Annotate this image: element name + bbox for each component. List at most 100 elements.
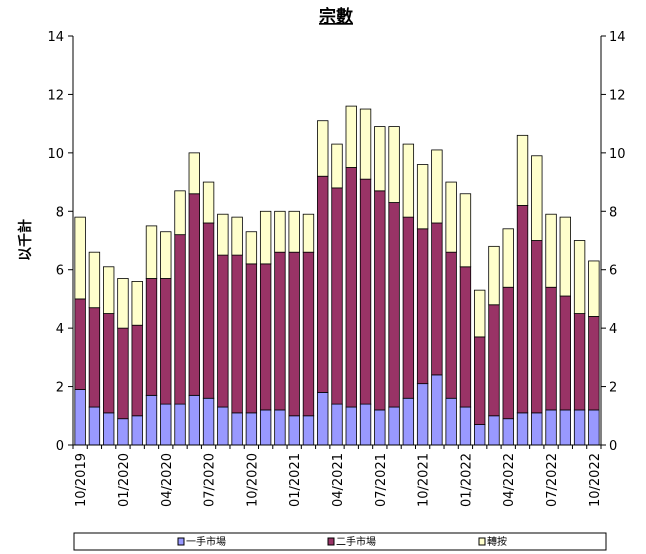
bar-2-12-2019 xyxy=(103,313,115,414)
bar-2-09-2022 xyxy=(573,313,586,411)
legend: 一手市場 二手市場 轉按 xyxy=(73,532,607,551)
bar-3-03-2020 xyxy=(145,225,158,279)
bar-3-11-2021 xyxy=(431,149,443,224)
bar-3-03-2022 xyxy=(488,245,500,306)
bar-2-10-2021 xyxy=(416,228,429,385)
bar-1-03-2020 xyxy=(145,394,158,446)
bar-1-04-2022 xyxy=(502,418,514,446)
bar-1-10-2021 xyxy=(416,383,429,446)
x-tick-label: 04/2020 xyxy=(160,453,175,507)
bar-3-06-2022 xyxy=(531,155,543,241)
bar-2-01-2020 xyxy=(117,327,129,420)
y2-tick-label: 12 xyxy=(609,88,626,103)
bar-1-11-2020 xyxy=(259,409,272,446)
bar-1-07-2021 xyxy=(374,409,386,446)
bar-2-03-2022 xyxy=(488,304,500,417)
y-tick-label: 8 xyxy=(56,205,64,220)
bar-3-04-2021 xyxy=(331,143,343,189)
bar-3-09-2022 xyxy=(573,240,586,314)
y2-tick-label: 8 xyxy=(609,205,617,220)
bar-2-08-2022 xyxy=(559,295,571,411)
x-tick-label: 04/2021 xyxy=(331,453,346,507)
bar-3-05-2022 xyxy=(516,134,529,206)
legend-swatch-2 xyxy=(327,537,335,546)
bar-2-01-2021 xyxy=(288,251,300,417)
bar-1-04-2020 xyxy=(160,403,172,446)
bar-3-11-2020 xyxy=(259,210,272,265)
bar-2-08-2021 xyxy=(388,202,400,408)
legend-label-3: 轉按 xyxy=(487,535,507,548)
bar-1-02-2020 xyxy=(131,415,143,446)
bar-3-10-2022 xyxy=(588,260,600,317)
bar-2-10-2019 xyxy=(74,298,86,390)
bar-3-04-2022 xyxy=(502,228,514,288)
y-tick-label: 12 xyxy=(47,88,64,103)
bar-1-05-2021 xyxy=(345,406,357,446)
y2-tick-label: 2 xyxy=(609,381,617,396)
bar-1-05-2022 xyxy=(516,412,529,446)
bar-1-01-2020 xyxy=(117,418,129,446)
bar-2-03-2021 xyxy=(317,175,329,393)
bar-1-08-2021 xyxy=(388,406,400,446)
bar-2-12-2020 xyxy=(274,251,286,411)
bar-2-08-2020 xyxy=(217,254,229,408)
x-tick-label: 07/2020 xyxy=(203,453,218,507)
bars-group xyxy=(74,105,600,446)
bar-2-03-2020 xyxy=(145,278,158,396)
y2-tick-label: 6 xyxy=(609,264,617,279)
bar-3-09-2020 xyxy=(231,216,243,256)
y-axis-label: 以千計 xyxy=(17,219,34,261)
bar-1-02-2022 xyxy=(474,424,486,446)
x-tick-label: 04/2022 xyxy=(502,453,517,507)
y-tick-label: 10 xyxy=(47,147,64,162)
bar-3-01-2021 xyxy=(288,210,300,253)
bar-3-08-2022 xyxy=(559,216,571,297)
bar-1-12-2021 xyxy=(445,397,457,446)
bar-3-03-2021 xyxy=(317,120,329,177)
bar-2-02-2022 xyxy=(474,336,486,425)
y2-tick-label: 10 xyxy=(609,147,626,162)
legend-swatch-3 xyxy=(478,537,486,546)
bar-1-09-2021 xyxy=(402,397,415,446)
bar-1-11-2019 xyxy=(88,406,101,446)
bar-1-12-2019 xyxy=(103,412,115,446)
bar-3-10-2020 xyxy=(245,231,258,265)
bar-2-10-2022 xyxy=(588,316,600,411)
bar-3-07-2022 xyxy=(545,213,557,288)
x-tick-label: 10/2020 xyxy=(245,453,260,507)
bar-1-10-2020 xyxy=(245,412,258,446)
y2-tick-label: 4 xyxy=(609,322,617,337)
bar-2-04-2022 xyxy=(502,286,514,420)
bar-2-04-2020 xyxy=(160,278,172,405)
bar-1-10-2019 xyxy=(74,389,86,446)
bar-2-05-2022 xyxy=(516,205,529,414)
bar-2-05-2021 xyxy=(345,167,357,408)
bar-2-02-2021 xyxy=(302,251,315,417)
bar-1-03-2021 xyxy=(317,392,329,446)
bar-1-09-2020 xyxy=(231,412,243,446)
bar-2-09-2021 xyxy=(402,216,415,399)
bar-3-08-2021 xyxy=(388,126,400,203)
bar-1-11-2021 xyxy=(431,374,443,446)
bar-2-10-2020 xyxy=(245,263,258,414)
bar-3-05-2020 xyxy=(174,190,186,236)
legend-box xyxy=(73,532,607,551)
bar-2-04-2021 xyxy=(331,187,343,405)
bar-2-07-2022 xyxy=(545,286,557,411)
bar-3-02-2021 xyxy=(302,213,315,253)
bar-2-05-2020 xyxy=(174,234,186,405)
bar-3-08-2020 xyxy=(217,213,229,256)
y2-tick-label: 0 xyxy=(609,439,617,454)
x-tick-label: 07/2021 xyxy=(374,453,389,507)
bar-1-10-2022 xyxy=(588,409,600,446)
bar-2-11-2020 xyxy=(259,263,272,411)
y-tick-label: 0 xyxy=(56,439,64,454)
y-tick-label: 2 xyxy=(56,381,64,396)
bar-2-06-2022 xyxy=(531,240,543,414)
bar-1-07-2022 xyxy=(545,409,557,446)
bar-3-10-2019 xyxy=(74,216,86,300)
y-tick-label: 14 xyxy=(47,30,64,45)
bar-2-07-2020 xyxy=(202,222,215,399)
bar-3-12-2020 xyxy=(274,210,286,253)
x-tick-label: 01/2020 xyxy=(117,453,132,507)
